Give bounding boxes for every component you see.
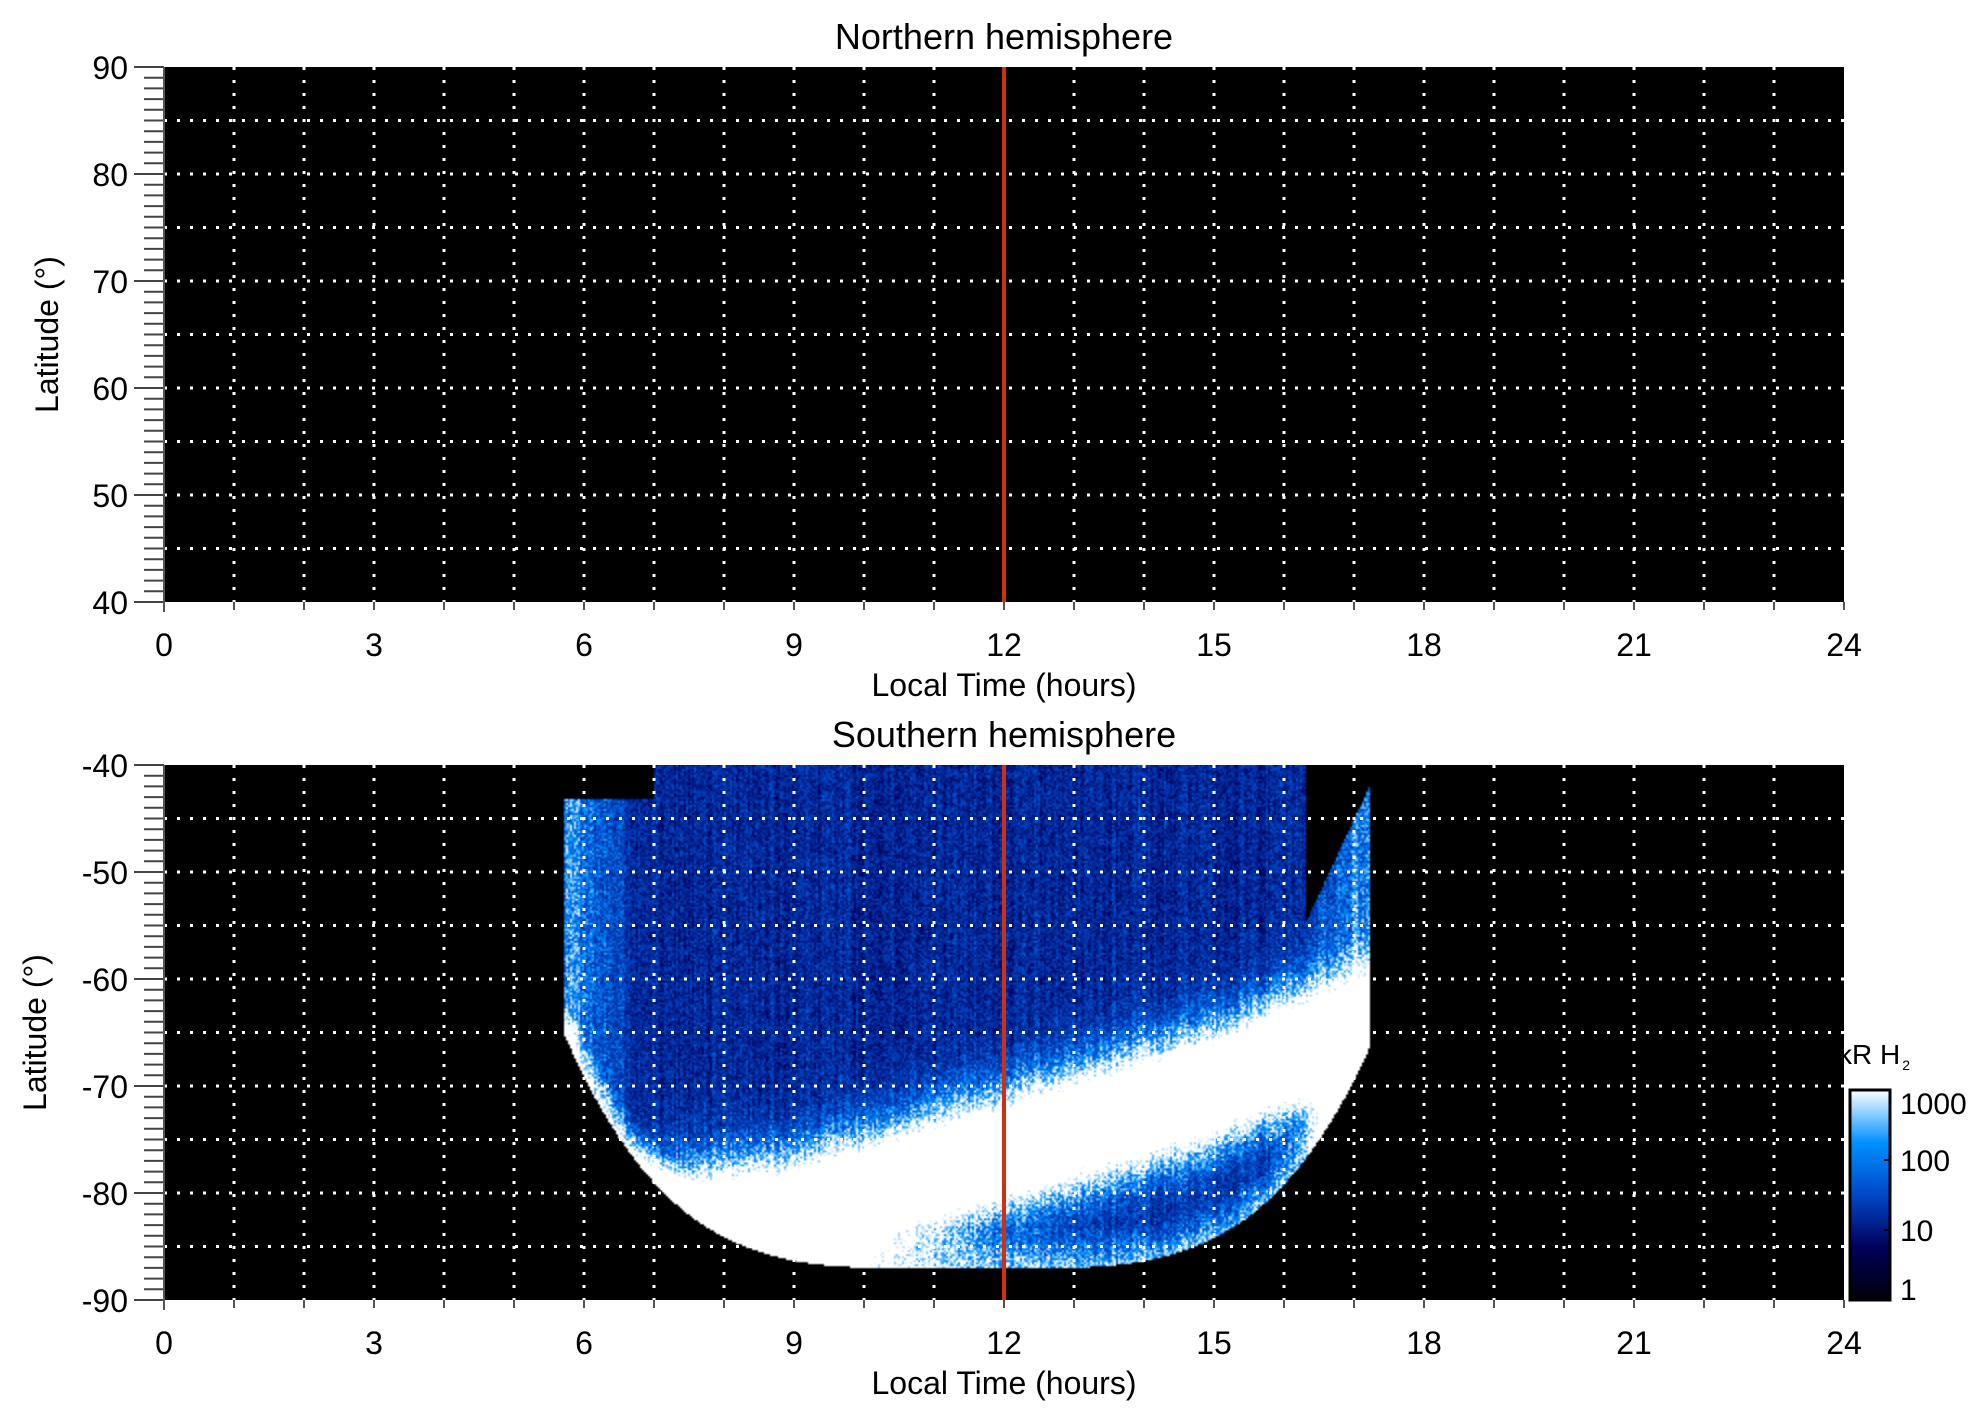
x-tick-label: 9 [785,627,803,663]
colorbar-tick-label: 1 [1900,1274,1917,1307]
x-tick-label: 0 [155,627,173,663]
x-tick-label: 24 [1826,627,1862,663]
panel-southern [134,764,1845,1310]
chart-title: Northern hemisphere [835,16,1173,57]
x-tick-label: 18 [1406,627,1442,663]
y-tick-label: 40 [92,585,128,621]
y-tick-label: -60 [82,962,128,998]
x-tick-label: 6 [575,1325,593,1361]
y-tick-label: -40 [82,748,128,784]
y-axis-label: Latitude (°) [17,954,53,1111]
y-tick-label: 90 [92,50,128,86]
x-tick-label: 9 [785,1325,803,1361]
panel-northern [134,66,1845,612]
x-axis-label: Local Time (hours) [872,1365,1137,1401]
colorbar [1848,1088,1892,1302]
y-tick-label: 70 [92,264,128,300]
x-tick-label: 15 [1196,627,1232,663]
x-axis-label: Local Time (hours) [872,667,1137,703]
colorbar-label-subscript: 2 [1902,1057,1910,1073]
x-tick-label: 3 [365,1325,383,1361]
y-tick-label: -70 [82,1069,128,1105]
y-axis-label: Latitude (°) [29,256,65,413]
y-tick-label: -80 [82,1176,128,1212]
x-tick-label: 0 [155,1325,173,1361]
colorbar-label: kR H [1838,1039,1900,1070]
x-tick-label: 6 [575,627,593,663]
x-tick-label: 21 [1616,627,1652,663]
x-tick-label: 21 [1616,1325,1652,1361]
x-tick-label: 15 [1196,1325,1232,1361]
y-tick-label: 50 [92,478,128,514]
colorbar-tick-label: 1000 [1900,1088,1967,1121]
x-tick-label: 18 [1406,1325,1442,1361]
y-tick-label: 60 [92,371,128,407]
x-tick-label: 12 [986,1325,1022,1361]
x-tick-label: 3 [365,627,383,663]
y-tick-label: -90 [82,1283,128,1319]
y-tick-label: -50 [82,855,128,891]
x-tick-label: 24 [1826,1325,1862,1361]
colorbar-tick-label: 10 [1900,1215,1933,1248]
colorbar-tick-label: 100 [1900,1145,1950,1178]
chart-title: Southern hemisphere [832,714,1176,755]
y-tick-label: 80 [92,157,128,193]
x-tick-label: 12 [986,627,1022,663]
